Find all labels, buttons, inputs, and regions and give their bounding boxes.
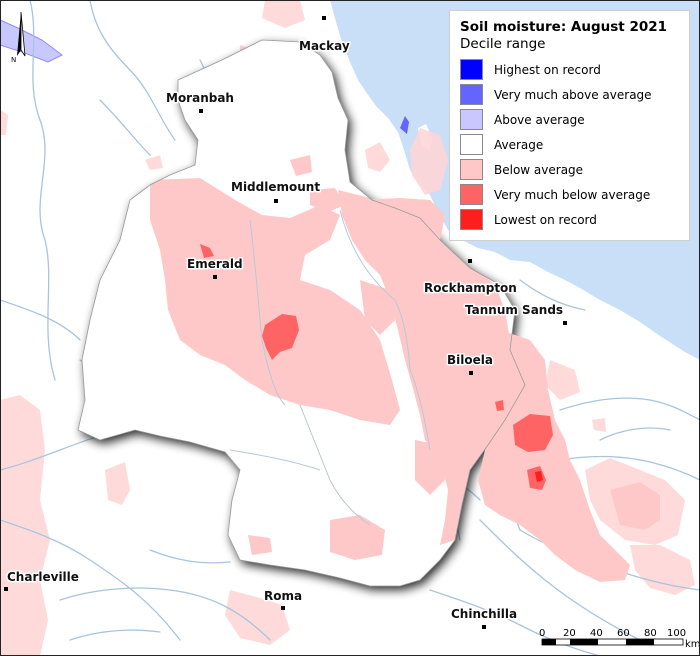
legend-item-very-much-above: Very much above average xyxy=(460,82,679,107)
legend-label: Above average xyxy=(494,112,585,127)
scale-tick-100: 100 xyxy=(667,628,686,639)
town-label-chinchilla: Chinchilla xyxy=(451,607,517,621)
scale-unit: km xyxy=(685,639,700,650)
legend-swatch-below xyxy=(460,159,483,180)
town-label-emerald: Emerald xyxy=(187,257,243,271)
legend-item-very-much-below: Very much below average xyxy=(460,182,679,207)
town-label-moranbah: Moranbah xyxy=(166,91,234,105)
legend-item-highest: Highest on record xyxy=(460,57,679,82)
emerald-marker xyxy=(213,275,217,279)
legend-swatch-very-much-above xyxy=(460,84,483,105)
catchment-moisture xyxy=(150,155,525,560)
legend-item-above: Above average xyxy=(460,107,679,132)
town-markers xyxy=(4,16,567,629)
legend-label: Very much below average xyxy=(494,187,651,202)
legend-swatch-highest xyxy=(460,59,483,80)
scale-bar: 0 20 40 60 80 100 km xyxy=(539,628,700,650)
legend-label: Highest on record xyxy=(494,62,601,77)
legend-item-average: Average xyxy=(460,132,679,157)
legend-label: Average xyxy=(494,137,544,152)
legend-label: Below average xyxy=(494,162,584,177)
north-arrow-icon xyxy=(17,12,21,56)
roma-marker xyxy=(281,606,285,610)
lake-2 xyxy=(400,116,409,134)
town-label-biloela: Biloela xyxy=(447,353,493,367)
scale-tick-60: 60 xyxy=(617,628,630,639)
charleville-marker xyxy=(4,587,8,591)
sub-catchment-boundaries xyxy=(229,209,431,526)
legend-label: Lowest on record xyxy=(494,212,597,227)
biloela-marker xyxy=(469,371,473,375)
town-label-roma: Roma xyxy=(264,589,302,603)
mackay-marker xyxy=(322,16,326,20)
town-label-middlemount: Middlemount xyxy=(231,180,320,194)
scale-tick-80: 80 xyxy=(644,628,657,639)
catchment-boundary xyxy=(77,39,526,587)
scale-tick-20: 20 xyxy=(563,628,576,639)
town-label-rockhampton: Rockhampton xyxy=(424,281,517,295)
rockhampton-marker xyxy=(468,259,472,263)
legend-item-lowest: Lowest on record xyxy=(460,207,679,232)
town-label-charleville: Charleville xyxy=(7,570,79,584)
north-arrow-label: N xyxy=(11,56,16,64)
legend-item-below: Below average xyxy=(460,157,679,182)
legend: Soil moisture: August 2021 Decile range … xyxy=(449,10,690,241)
legend-title: Soil moisture: August 2021 xyxy=(460,19,668,35)
moranbah-marker xyxy=(199,109,203,113)
town-label-tannum-sands: Tannum Sands xyxy=(465,303,563,317)
eastern-moisture xyxy=(360,198,660,582)
scale-tick-40: 40 xyxy=(590,628,603,639)
lake xyxy=(0,19,63,63)
middlemount-marker xyxy=(274,199,278,203)
town-label-mackay: Mackay xyxy=(299,39,350,53)
legend-swatch-very-much-below xyxy=(460,184,483,205)
scale-tick-0: 0 xyxy=(539,628,545,639)
legend-subtitle: Decile range xyxy=(460,36,546,52)
north-arrow: N xyxy=(11,11,26,64)
chinchilla-marker xyxy=(482,625,486,629)
tannum-sands-marker xyxy=(563,321,567,325)
legend-swatch-above xyxy=(460,109,483,130)
legend-label: Very much above average xyxy=(494,87,652,102)
legend-swatch-average xyxy=(460,134,483,155)
lowest-on-record xyxy=(535,471,543,482)
legend-swatch-lowest xyxy=(460,209,483,230)
